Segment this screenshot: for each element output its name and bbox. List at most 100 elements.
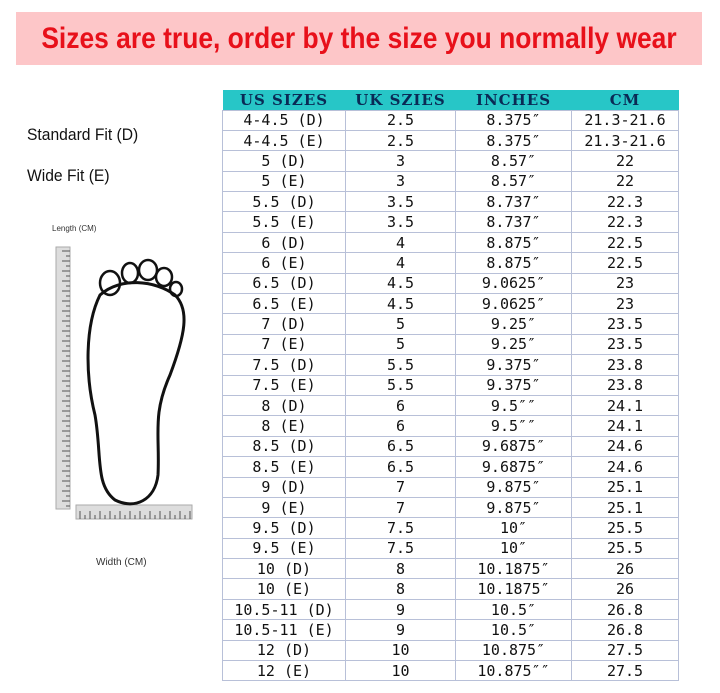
column-header: US SIZES xyxy=(222,90,346,110)
table-row: 5.5 (E) 3.5 8.737″ 22.3 xyxy=(222,211,679,233)
table-cell: 22 xyxy=(571,150,679,172)
table-cell: 8.737″ xyxy=(455,191,572,213)
table-cell: 9.25″ xyxy=(455,313,572,335)
table-cell: 8.875″ xyxy=(455,231,572,254)
table-cell: 8.5 (D) xyxy=(222,435,346,458)
table-cell: 4.5 xyxy=(345,293,456,315)
column-header: INCHES xyxy=(455,90,572,110)
table-cell: 4 xyxy=(345,252,456,274)
table-row: 8 (D) 6 9.5″″ 24.1 xyxy=(222,394,679,417)
table-cell: 7 (E) xyxy=(222,333,346,356)
table-cell: 8.875″ xyxy=(455,252,572,274)
table-cell: 10 xyxy=(345,639,456,662)
table-cell: 9.5 (E) xyxy=(222,537,346,560)
foot-measure-diagram: Length (CM) Width (CM) xyxy=(40,215,200,580)
table-cell: 7.5 (E) xyxy=(222,374,346,396)
table-row: 9.5 (E) 7.5 10″ 25.5 xyxy=(222,537,679,560)
column-header: UK SZIES xyxy=(345,90,456,110)
table-cell: 9.5″″ xyxy=(455,415,572,437)
table-cell: 6.5 xyxy=(345,456,456,478)
table-cell: 8.57″ xyxy=(455,150,572,172)
table-row: 6.5 (D) 4.5 9.0625″ 23 xyxy=(222,272,679,295)
table-cell: 6 (E) xyxy=(222,252,346,274)
column-header: CM xyxy=(571,90,679,110)
table-cell: 22.5 xyxy=(571,231,679,254)
table-cell: 9.5 (D) xyxy=(222,517,346,539)
table-cell: 9.5″″ xyxy=(455,394,572,417)
table-row: 7.5 (E) 5.5 9.375″ 23.8 xyxy=(222,374,679,396)
table-cell: 8.57″ xyxy=(455,170,572,193)
foot-ruler-illustration: Length (CM) Width (CM) xyxy=(52,224,193,568)
table-cell: 5.5 xyxy=(345,374,456,396)
table-row: 7 (E) 5 9.25″ 23.5 xyxy=(222,333,679,356)
table-cell: 5 (E) xyxy=(222,170,346,193)
table-cell: 21.3-21.6 xyxy=(571,129,679,152)
table-cell: 8.737″ xyxy=(455,211,572,233)
table-cell: 9.6875″ xyxy=(455,435,572,458)
table-cell: 7 xyxy=(345,476,456,498)
table-cell: 10.5-11 (E) xyxy=(222,619,346,641)
table-cell: 9.375″ xyxy=(455,374,572,396)
table-cell: 10.1875″ xyxy=(455,578,572,600)
table-row: 5 (E) 3 8.57″ 22 xyxy=(222,170,679,193)
table-row: 9 (E) 7 9.875″ 25.1 xyxy=(222,496,679,519)
table-cell: 5.5 (D) xyxy=(222,191,346,213)
table-cell: 9.875″ xyxy=(455,496,572,519)
width-label: Width (CM) xyxy=(96,557,147,568)
table-cell: 10.875″ xyxy=(455,639,572,662)
table-cell: 2.5 xyxy=(345,109,456,131)
table-cell: 7.5 xyxy=(345,537,456,560)
table-row: 12 (E) 10 10.875″″ 27.5 xyxy=(222,660,679,682)
headline-banner: Sizes are true, order by the size you no… xyxy=(16,12,702,65)
table-cell: 23 xyxy=(571,293,679,315)
table-cell: 3 xyxy=(345,150,456,172)
table-cell: 24.6 xyxy=(571,456,679,478)
table-cell: 8 xyxy=(345,578,456,600)
table-cell: 5.5 xyxy=(345,354,456,376)
table-cell: 5 (D) xyxy=(222,150,346,172)
table-row: 4-4.5 (E) 2.5 8.375″ 21.3-21.6 xyxy=(222,129,679,152)
table-cell: 8.5 (E) xyxy=(222,456,346,478)
table-cell: 12 (D) xyxy=(222,639,346,662)
table-cell: 10″ xyxy=(455,537,572,560)
table-cell: 10.5-11 (D) xyxy=(222,598,346,621)
table-cell: 4-4.5 (E) xyxy=(222,129,346,152)
table-row: 7 (D) 5 9.25″ 23.5 xyxy=(222,313,679,335)
table-cell: 6.5 (D) xyxy=(222,272,346,295)
table-cell: 9.375″ xyxy=(455,354,572,376)
table-cell: 10.875″″ xyxy=(455,660,572,682)
table-cell: 8 xyxy=(345,558,456,580)
table-cell: 8.375″ xyxy=(455,109,572,131)
table-row: 6 (E) 4 8.875″ 22.5 xyxy=(222,252,679,274)
table-cell: 10″ xyxy=(455,517,572,539)
table-cell: 10.1875″ xyxy=(455,558,572,580)
table-cell: 26.8 xyxy=(571,598,679,621)
table-row: 8.5 (D) 6.5 9.6875″ 24.6 xyxy=(222,435,679,458)
table-cell: 12 (E) xyxy=(222,660,346,682)
table-row: 9.5 (D) 7.5 10″ 25.5 xyxy=(222,517,679,539)
table-row: 8 (E) 6 9.5″″ 24.1 xyxy=(222,415,679,437)
table-row: 10 (E) 8 10.1875″ 26 xyxy=(222,578,679,600)
table-row: 10 (D) 8 10.1875″ 26 xyxy=(222,558,679,580)
table-cell: 23 xyxy=(571,272,679,295)
table-cell: 4.5 xyxy=(345,272,456,295)
table-cell: 23.5 xyxy=(571,333,679,356)
table-cell: 9.25″ xyxy=(455,333,572,356)
table-cell: 3.5 xyxy=(345,211,456,233)
table-cell: 4 xyxy=(345,231,456,254)
table-row: 6 (D) 4 8.875″ 22.5 xyxy=(222,231,679,254)
table-cell: 26.8 xyxy=(571,619,679,641)
table-cell: 25.5 xyxy=(571,517,679,539)
table-cell: 10.5″ xyxy=(455,598,572,621)
size-chart-table: US SIZES UK SZIES INCHES CM 4-4.5 (D) 2.5 8.3… xyxy=(222,90,679,682)
table-cell: 10 (D) xyxy=(222,558,346,580)
table-cell: 9.875″ xyxy=(455,476,572,498)
table-cell: 3.5 xyxy=(345,191,456,213)
table-cell: 8.375″ xyxy=(455,129,572,152)
table-cell: 24.1 xyxy=(571,415,679,437)
table-cell: 9 xyxy=(345,598,456,621)
table-row: 12 (D) 10 10.875″ 27.5 xyxy=(222,639,679,662)
table-cell: 9.0625″ xyxy=(455,272,572,295)
table-cell: 2.5 xyxy=(345,129,456,152)
table-cell: 22.5 xyxy=(571,252,679,274)
